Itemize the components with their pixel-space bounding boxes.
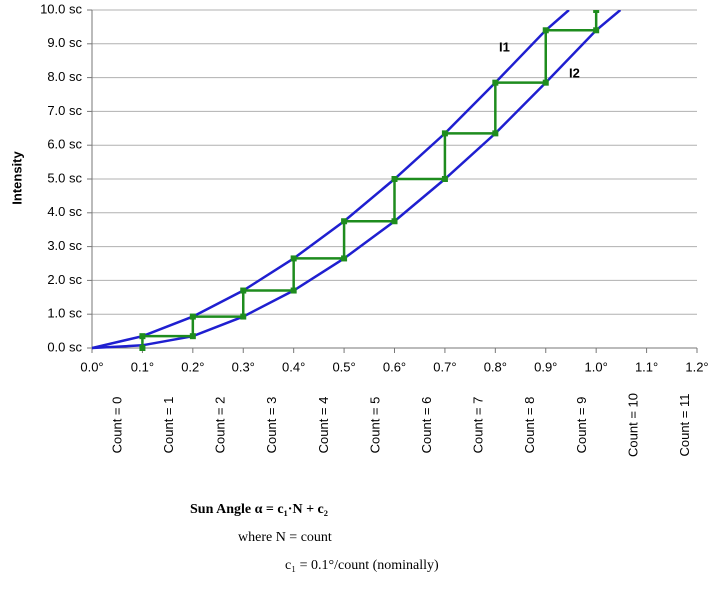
y-tick-label: 2.0 sc xyxy=(47,272,82,287)
count-label: Count = 3 xyxy=(264,397,279,454)
marker xyxy=(341,255,348,262)
marker xyxy=(341,218,348,225)
x-tick-label: 1.1° xyxy=(635,359,658,374)
x-tick-label: 1.0° xyxy=(585,359,608,374)
marker xyxy=(492,79,499,86)
count-label: Count = 11 xyxy=(677,393,692,456)
formula: where N = count xyxy=(238,530,332,545)
marker xyxy=(391,218,398,225)
x-tick-label: 0.2° xyxy=(181,359,204,374)
y-tick-label: 5.0 sc xyxy=(47,170,82,185)
x-tick-label: 1.2° xyxy=(685,359,708,374)
marker xyxy=(492,130,499,137)
marker xyxy=(441,130,448,137)
marker xyxy=(139,345,146,351)
marker xyxy=(593,27,600,34)
count-label: Count = 2 xyxy=(213,397,228,454)
marker xyxy=(391,176,398,182)
marker xyxy=(139,333,146,340)
series-label: I1 xyxy=(499,39,510,54)
x-tick-label: 0.7° xyxy=(433,359,456,374)
x-tick-label: 0.3° xyxy=(232,359,255,374)
count-label: Count = 10 xyxy=(625,393,640,457)
marker xyxy=(593,10,600,13)
marker xyxy=(290,255,297,262)
marker xyxy=(441,176,448,182)
line xyxy=(141,10,598,348)
marker xyxy=(240,313,247,320)
y-tick-label: 9.0 sc xyxy=(47,35,82,50)
x-tick-label: 0.8° xyxy=(484,359,507,374)
y-tick-label: 0.0 sc xyxy=(47,339,82,354)
x-tick-label: 0.1° xyxy=(131,359,154,374)
count-label: Count = 0 xyxy=(109,397,124,454)
y-axis-label: Intensity xyxy=(9,151,24,205)
count-label: Count = 7 xyxy=(471,397,486,454)
count-label: Count = 5 xyxy=(367,397,382,454)
y-tick-label: 1.0 sc xyxy=(47,306,82,321)
x-tick-label: 0.9° xyxy=(534,359,557,374)
line xyxy=(92,10,622,350)
x-tick-label: 0.5° xyxy=(332,359,355,374)
y-tick-label: 6.0 sc xyxy=(47,137,82,152)
marker xyxy=(542,27,549,34)
marker xyxy=(290,287,297,294)
marker xyxy=(240,287,247,294)
count-label: Count = 6 xyxy=(419,397,434,454)
y-tick-label: 3.0 sc xyxy=(47,238,82,253)
series-label: I2 xyxy=(569,65,580,80)
y-tick-label: 10.0 sc xyxy=(40,1,82,16)
marker xyxy=(542,79,549,86)
y-tick-label: 8.0 sc xyxy=(47,69,82,84)
y-tick-label: 4.0 sc xyxy=(47,204,82,219)
count-label: Count = 4 xyxy=(316,397,331,454)
count-label: Count = 9 xyxy=(574,397,589,454)
marker xyxy=(189,313,196,320)
formula: Sun Angle α = c₁·N + c₂ xyxy=(190,502,328,517)
x-tick-label: 0.4° xyxy=(282,359,305,374)
formula: c₁ = 0.1°/count (nominally) xyxy=(285,558,439,573)
count-label: Count = 1 xyxy=(161,397,176,454)
x-tick-label: 0.6° xyxy=(383,359,406,374)
count-label: Count = 8 xyxy=(522,397,537,454)
x-tick-label: 0.0° xyxy=(80,359,103,374)
y-tick-label: 7.0 sc xyxy=(47,103,82,118)
marker xyxy=(189,333,196,340)
